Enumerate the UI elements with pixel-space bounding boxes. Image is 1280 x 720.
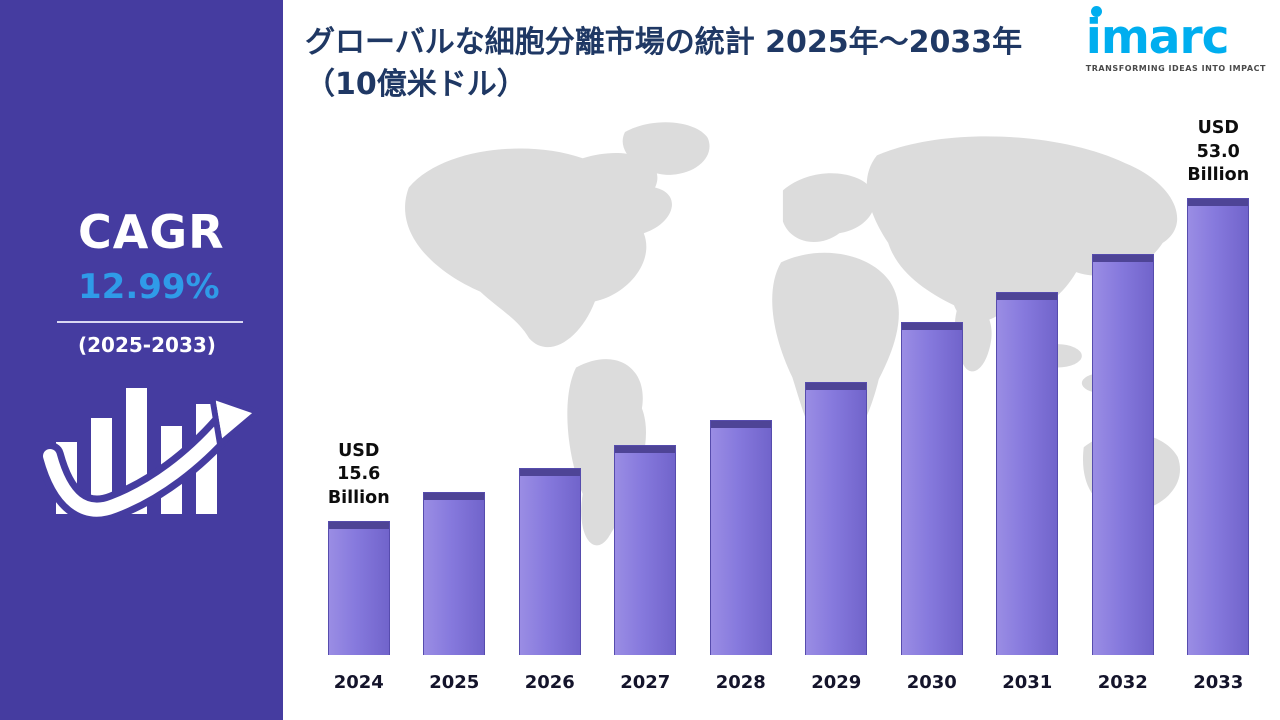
bar-2028 bbox=[709, 420, 772, 655]
x-axis-label-2032: 2032 bbox=[1097, 672, 1148, 693]
bar-2027 bbox=[614, 444, 677, 655]
bar-2024 bbox=[327, 520, 390, 655]
cagr-block: CAGR 12.99% (2025-2033) bbox=[57, 205, 243, 357]
bar-column-2027: 2027 bbox=[598, 198, 694, 693]
bar-2026 bbox=[518, 467, 581, 655]
x-axis-label-2027: 2027 bbox=[620, 672, 671, 693]
bar-column-2031: 2031 bbox=[980, 198, 1076, 693]
bar-column-2029: 2029 bbox=[789, 198, 885, 693]
bar-column-2028: 2028 bbox=[693, 198, 789, 693]
cagr-label: CAGR bbox=[78, 205, 225, 259]
bar-2029 bbox=[805, 381, 868, 655]
bar-2030 bbox=[900, 322, 963, 655]
bar-column-2030: 2030 bbox=[884, 198, 980, 693]
cagr-value: 12.99% bbox=[78, 267, 220, 307]
bar-2032 bbox=[1091, 254, 1154, 655]
logo-tagline: TRANSFORMING IDEAS INTO IMPACT bbox=[1085, 64, 1266, 73]
bar-annotation-2024: USD 15.6 Billion bbox=[327, 440, 390, 508]
bar-2031 bbox=[996, 292, 1059, 655]
bar-2025 bbox=[423, 492, 486, 655]
sidebar: CAGR 12.99% (2025-2033) bbox=[0, 0, 283, 720]
divider bbox=[57, 321, 243, 323]
bar-column-2026: 2026 bbox=[502, 198, 598, 693]
cagr-period: (2025-2033) bbox=[78, 333, 216, 357]
chart-title: グローバルな細胞分離市場の統計 2025年～2033年（10億米ドル） bbox=[305, 25, 1023, 102]
logo-dot-icon bbox=[1090, 6, 1102, 17]
imarc-logo: imarc TRANSFORMING IDEAS INTO IMPACT bbox=[1086, 6, 1266, 73]
bar-column-2033: 2033 USD 53.0 Billion bbox=[1171, 118, 1267, 693]
x-axis-label-2033: 2033 bbox=[1193, 672, 1244, 693]
x-axis-label-2029: 2029 bbox=[811, 672, 862, 693]
bar-annotation-2033: USD 53.0 Billion bbox=[1187, 118, 1250, 186]
x-axis-label-2024: 2024 bbox=[333, 672, 384, 693]
bar-column-2024: 2024 USD 15.6 Billion bbox=[311, 198, 407, 693]
chart-panel: グローバルな細胞分離市場の統計 2025年～2033年（10億米ドル） imar… bbox=[283, 0, 1280, 720]
x-axis-label-2031: 2031 bbox=[1002, 672, 1053, 693]
growth-chart-arrow-icon bbox=[36, 360, 262, 536]
bar-2033 bbox=[1187, 198, 1250, 655]
x-axis-label-2030: 2030 bbox=[906, 672, 957, 693]
bar-column-2025: 2025 bbox=[407, 198, 503, 693]
bar-chart: 2024 USD 15.6 Billion 2025 2026 2027 2028 2029… bbox=[311, 118, 1267, 693]
x-axis-label-2025: 2025 bbox=[429, 672, 480, 693]
x-axis-label-2026: 2026 bbox=[524, 672, 575, 693]
x-axis-label-2028: 2028 bbox=[715, 672, 766, 693]
logo-text: imarc bbox=[1085, 10, 1230, 65]
bar-column-2032: 2032 bbox=[1075, 198, 1171, 693]
